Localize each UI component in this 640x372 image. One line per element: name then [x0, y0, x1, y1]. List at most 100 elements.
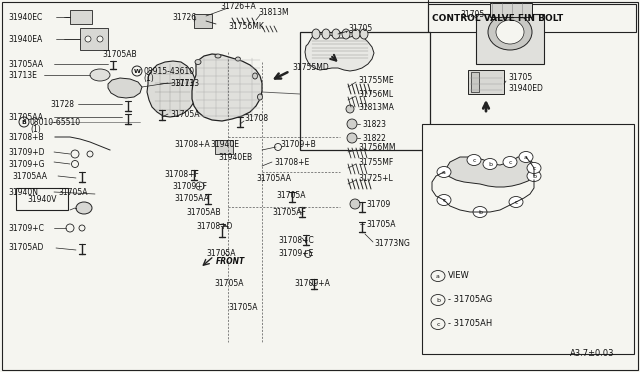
Text: 31822: 31822	[362, 134, 386, 142]
Text: (1): (1)	[30, 125, 41, 134]
Circle shape	[346, 105, 354, 113]
Polygon shape	[147, 61, 196, 117]
Text: 31705AD: 31705AD	[8, 244, 44, 253]
Text: 31709+A: 31709+A	[294, 279, 330, 289]
Text: 31708+B: 31708+B	[8, 132, 44, 141]
Text: 31708+C: 31708+C	[278, 235, 314, 244]
Text: 31705AA: 31705AA	[174, 193, 209, 202]
Text: 31755MD: 31755MD	[292, 62, 329, 71]
Text: 31813M: 31813M	[258, 7, 289, 16]
Text: 08915-43610: 08915-43610	[143, 67, 194, 76]
Polygon shape	[305, 34, 374, 71]
Text: A3.7±0.03: A3.7±0.03	[570, 349, 614, 358]
Text: 31709+C: 31709+C	[8, 224, 44, 232]
Ellipse shape	[437, 167, 451, 177]
Text: 31725+L: 31725+L	[358, 173, 393, 183]
Text: 31713E: 31713E	[8, 71, 37, 80]
Bar	[468, 70, 504, 94]
Circle shape	[132, 66, 142, 76]
Text: c: c	[515, 199, 518, 205]
Text: 31705A: 31705A	[206, 250, 236, 259]
Text: 31713: 31713	[170, 78, 194, 87]
Text: c: c	[436, 321, 440, 327]
Ellipse shape	[503, 157, 517, 167]
Circle shape	[275, 144, 282, 151]
Text: 31708+D: 31708+D	[196, 221, 232, 231]
Text: c: c	[472, 157, 476, 163]
Ellipse shape	[352, 29, 360, 39]
Text: 31705AA: 31705AA	[12, 171, 47, 180]
Circle shape	[72, 160, 79, 167]
Text: B: B	[22, 119, 26, 125]
Text: CONTROL VALVE FIN BOLT: CONTROL VALVE FIN BOLT	[432, 13, 563, 22]
Text: 31705A: 31705A	[170, 109, 200, 119]
Text: c: c	[442, 198, 445, 202]
Text: a: a	[442, 170, 446, 174]
Text: 31705AA: 31705AA	[8, 60, 43, 68]
Text: 31713: 31713	[175, 78, 199, 87]
Text: FRONT: FRONT	[216, 257, 245, 266]
Text: c: c	[532, 166, 536, 170]
Text: 31756MM: 31756MM	[358, 142, 396, 151]
Circle shape	[97, 36, 103, 42]
Ellipse shape	[360, 29, 368, 39]
Circle shape	[347, 133, 357, 143]
Text: 31755ME: 31755ME	[358, 76, 394, 84]
Text: 31755MF: 31755MF	[358, 157, 393, 167]
Ellipse shape	[322, 29, 330, 39]
Ellipse shape	[195, 60, 201, 64]
Text: 31708+E: 31708+E	[274, 157, 309, 167]
Bar	[490, 3, 532, 17]
Ellipse shape	[215, 54, 221, 58]
Bar	[194, 14, 212, 28]
Polygon shape	[444, 157, 536, 187]
Text: 31705AA: 31705AA	[8, 112, 43, 122]
Text: 31705: 31705	[508, 73, 532, 81]
Text: 31708+F: 31708+F	[164, 170, 199, 179]
Text: b: b	[488, 161, 492, 167]
Ellipse shape	[519, 151, 533, 163]
Text: a: a	[524, 154, 528, 160]
Text: 31940EA: 31940EA	[8, 35, 42, 44]
Text: 31940N: 31940N	[8, 187, 38, 196]
Text: 31705A: 31705A	[366, 219, 396, 228]
Polygon shape	[192, 54, 262, 121]
Text: 31709+B: 31709+B	[280, 140, 316, 148]
Ellipse shape	[431, 295, 445, 305]
Text: 31709+E: 31709+E	[278, 250, 314, 259]
Bar	[428, 4, 636, 32]
Ellipse shape	[76, 202, 92, 214]
Text: 31709+D: 31709+D	[8, 148, 45, 157]
Text: 31708+A: 31708+A	[174, 140, 210, 148]
Circle shape	[347, 119, 357, 129]
Text: 31709: 31709	[366, 199, 390, 208]
Circle shape	[87, 151, 93, 157]
Circle shape	[305, 250, 312, 257]
Text: b: b	[478, 209, 482, 215]
Bar	[471, 72, 479, 92]
Circle shape	[66, 224, 74, 232]
Text: 31705: 31705	[348, 23, 372, 32]
Text: (1): (1)	[143, 74, 154, 83]
Ellipse shape	[527, 163, 541, 173]
Text: 31709+F: 31709+F	[172, 182, 207, 190]
Text: 31773NG: 31773NG	[374, 240, 410, 248]
Bar	[300, 32, 430, 150]
Text: 31756MK: 31756MK	[228, 22, 264, 31]
Text: 31705AF: 31705AF	[272, 208, 306, 217]
Text: b: b	[436, 298, 440, 302]
Text: 31726+A: 31726+A	[220, 1, 256, 10]
Text: 31705AB: 31705AB	[186, 208, 221, 217]
Circle shape	[71, 150, 79, 158]
Text: 31705AA: 31705AA	[256, 173, 291, 183]
Ellipse shape	[431, 318, 445, 330]
Text: 31709+G: 31709+G	[8, 160, 45, 169]
Ellipse shape	[90, 69, 110, 81]
Circle shape	[79, 225, 85, 231]
Bar	[422, 124, 634, 354]
Text: 31728: 31728	[50, 99, 74, 109]
Circle shape	[350, 199, 360, 209]
Text: VIEW: VIEW	[448, 272, 470, 280]
Bar	[80, 28, 108, 50]
Text: 31705A: 31705A	[228, 302, 257, 311]
